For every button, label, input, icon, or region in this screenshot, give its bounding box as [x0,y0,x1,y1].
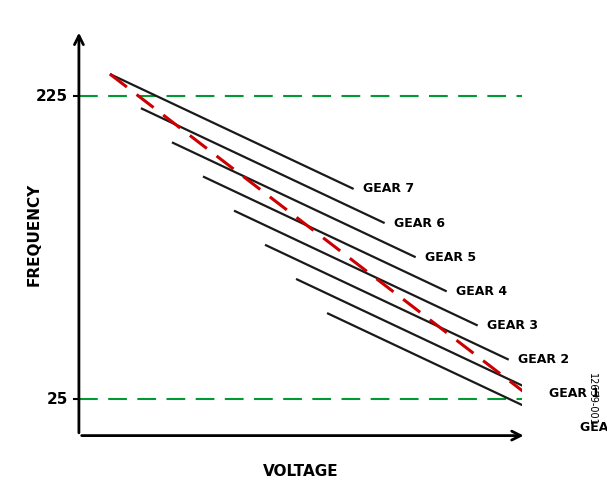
Text: GEAR 3: GEAR 3 [487,319,538,332]
Text: GEAR 7: GEAR 7 [362,182,413,196]
Text: GEAR 2: GEAR 2 [518,353,569,366]
Text: 25: 25 [47,392,68,407]
Text: GEAR 1: GEAR 1 [549,387,600,400]
Text: GEAR 0: GEAR 0 [580,422,607,435]
Text: 12659-001: 12659-001 [587,373,597,426]
Text: 225: 225 [36,89,68,104]
Text: GEAR 6: GEAR 6 [393,217,444,229]
Text: GEAR 4: GEAR 4 [456,285,507,298]
Text: FREQUENCY: FREQUENCY [27,183,42,287]
Text: GEAR 5: GEAR 5 [424,251,476,264]
Text: VOLTAGE: VOLTAGE [263,464,338,479]
